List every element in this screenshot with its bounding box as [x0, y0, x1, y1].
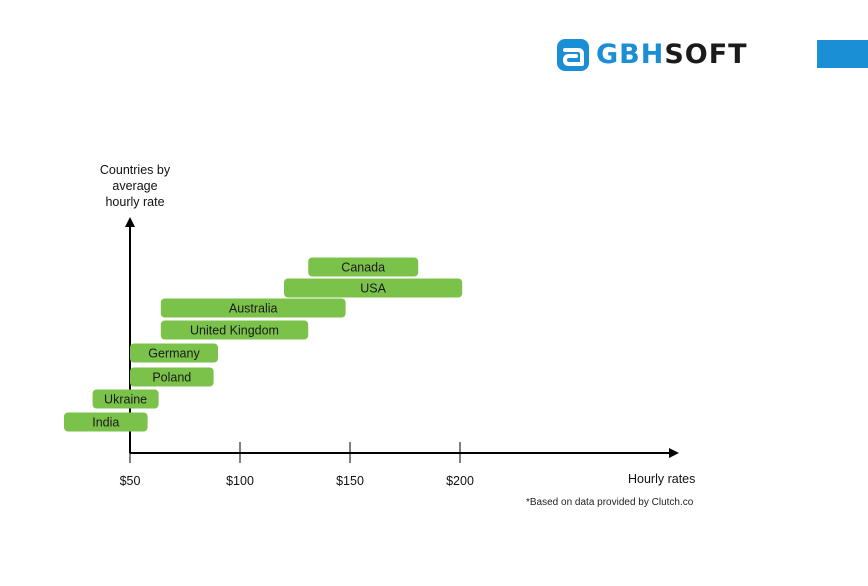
bar-australia: Australia [160, 298, 346, 318]
bar-label: Poland [152, 371, 191, 385]
x-tick-label: $100 [226, 474, 254, 488]
chart-footnote: *Based on data provided by Clutch.co [526, 497, 694, 508]
bar-label: Germany [148, 347, 200, 361]
bar-canada: Canada [308, 257, 419, 277]
bar-usa: USA [284, 278, 463, 298]
x-tick-label: $200 [446, 474, 474, 488]
bar-ukraine: Ukraine [92, 389, 159, 409]
bar-poland: Poland [130, 367, 214, 387]
bar-united-kingdom: United Kingdom [160, 320, 309, 340]
bar-label: Canada [341, 261, 385, 275]
bar-rect [130, 367, 214, 387]
gbhsoft-logo: GBHSOFT [556, 38, 748, 72]
y-axis-label-line-1: Countries by [99, 163, 171, 177]
logo-text-gbh: GBH [596, 39, 665, 70]
bar-rect [160, 320, 309, 340]
x-tick-label: $150 [336, 474, 364, 488]
bar-label: Australia [229, 302, 278, 316]
bar-label: United Kingdom [190, 324, 279, 338]
bar-label: USA [360, 282, 386, 296]
bar-rect [64, 412, 148, 432]
bar-rect [308, 257, 419, 277]
bar-rect [160, 298, 346, 318]
x-axis-label: Hourly rates [628, 472, 696, 486]
bar-label: Ukraine [104, 393, 147, 407]
chart-bars: India Ukraine Poland Germany United Kingdom A… [64, 257, 463, 432]
bar-label: India [92, 416, 119, 430]
bar-rect [130, 343, 218, 363]
x-axis-ticks: $50 $100 $150 $200 [120, 442, 474, 488]
y-axis-label-line-3: hourly rate [105, 195, 165, 209]
x-tick-label: $50 [120, 474, 141, 488]
bar-germany: Germany [130, 343, 218, 363]
gbhsoft-logo-text: GBHSOFT [596, 38, 748, 72]
logo-text-soft: SOFT [664, 39, 748, 70]
y-axis-label-line-2: average [112, 179, 158, 193]
gbhsoft-logo-mark-icon [557, 39, 589, 71]
bar-rect [92, 389, 159, 409]
brand-accent-bar [817, 40, 868, 68]
bar-india: India [64, 412, 148, 432]
bar-rect [284, 278, 463, 298]
